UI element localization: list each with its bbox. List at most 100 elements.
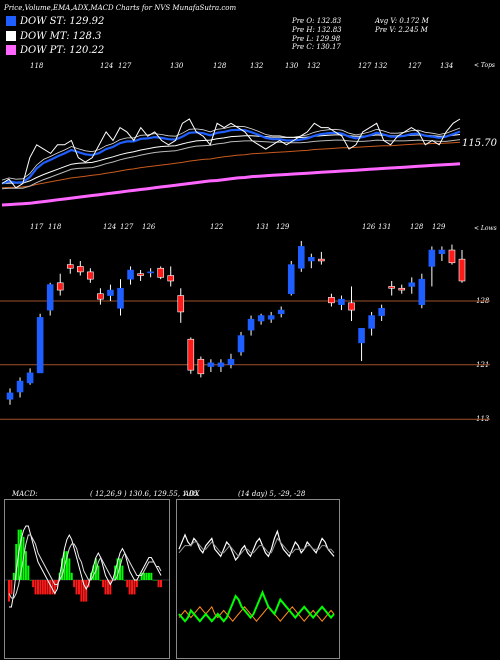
macd-hist-15	[44, 580, 47, 595]
legend-label-mt: DOW MT: 128.3	[20, 30, 102, 42]
price-chart	[0, 118, 490, 420]
macd-hist-17	[49, 580, 52, 595]
candle-body-3	[36, 317, 44, 374]
quote-pre-volume: Pre V: 2.245 M	[375, 26, 428, 34]
macd-hist-26	[70, 572, 73, 580]
macd-hist-42	[109, 580, 112, 595]
candle-body-32	[328, 297, 335, 304]
candle-body-1	[16, 380, 24, 393]
candle-body-37	[378, 307, 385, 316]
macd-hist-1	[10, 580, 13, 595]
candle-body-8	[87, 271, 94, 280]
macd-hist-19	[53, 580, 56, 595]
ema-short-upper-line	[1, 125, 461, 181]
macd-hist-8	[27, 565, 30, 580]
low-label-0: 117	[30, 223, 44, 231]
macd-panel	[4, 499, 170, 659]
macd-line	[9, 525, 162, 608]
candle-body-41	[418, 278, 426, 305]
macd-hist-13	[39, 580, 42, 595]
low-label-7: 129	[276, 223, 290, 231]
top-label-7: 132	[307, 62, 321, 70]
candle-body-23	[237, 335, 245, 353]
low-label-6: 131	[256, 223, 270, 231]
candle-body-5	[56, 282, 64, 291]
macd-hist-18	[51, 580, 54, 595]
low-label-9: 131	[378, 223, 392, 231]
low-label-10: 128	[410, 223, 424, 231]
top-label-2: 127	[118, 62, 132, 70]
top-label-1: 124	[100, 62, 114, 70]
macd-hist-32	[85, 580, 88, 602]
candle-body-2	[26, 372, 34, 384]
macd-hist-48	[123, 580, 126, 581]
candle-body-35	[358, 327, 365, 344]
low-label-11: 129	[432, 223, 446, 231]
macd-hist-28	[75, 580, 78, 595]
candle-body-27	[277, 309, 285, 315]
candle-body-43	[438, 249, 446, 254]
macd-hist-54	[138, 580, 141, 581]
macd-hist-5	[20, 529, 23, 580]
low-label-5: 122	[210, 223, 224, 231]
macd-hist-36	[94, 558, 97, 580]
top-label-4: 128	[213, 62, 227, 70]
macd-hist-59	[150, 572, 153, 580]
macd-hist-47	[121, 565, 124, 580]
macd-hist-58	[147, 572, 150, 580]
top-label-3: 130	[170, 62, 184, 70]
candle-body-14	[147, 271, 154, 274]
candle-body-22	[227, 358, 235, 365]
legend-dow-mt: DOW MT: 128.3	[6, 29, 101, 43]
candle-body-18	[187, 338, 195, 371]
top-label-9: 132	[374, 62, 388, 70]
signal-line	[8, 534, 162, 599]
candle-body-4	[46, 284, 54, 311]
low-label-1: 118	[48, 223, 62, 231]
di-minus-line	[178, 605, 335, 622]
adx-label: ADX	[184, 490, 200, 498]
legend-dow-pt: DOW PT: 120.22	[6, 43, 104, 57]
macd-hist-14	[41, 580, 44, 595]
macd-hist-51	[131, 580, 134, 595]
candle-body-28	[287, 264, 295, 295]
candle-body-45	[458, 258, 466, 282]
candle-body-25	[257, 315, 265, 322]
legend-label-pt: DOW PT: 120.22	[20, 44, 105, 56]
candle-body-20	[207, 362, 215, 367]
candle-body-9	[97, 293, 104, 300]
candle-body-29	[297, 246, 305, 269]
candle-body-21	[217, 362, 225, 367]
candle-body-40	[408, 282, 416, 287]
candle-body-34	[348, 302, 355, 311]
macd-hist-60	[152, 580, 155, 581]
low-label-4: 126	[142, 223, 156, 231]
candle-body-24	[247, 318, 255, 331]
adx-smooth-line	[178, 537, 335, 558]
candle-body-7	[77, 266, 84, 273]
candle-body-12	[127, 269, 134, 280]
macd-hist-37	[97, 565, 100, 580]
macd-hist-45	[116, 558, 119, 580]
candle-body-31	[318, 258, 325, 262]
lows-axis-label: < Lows	[474, 225, 497, 232]
ema-short-line	[1, 128, 461, 185]
di-plus-line	[178, 589, 335, 623]
candle-body-16	[167, 275, 175, 282]
macd-hist-35	[92, 565, 95, 580]
macd-hist-39	[102, 580, 105, 588]
macd-hist-9	[29, 580, 32, 581]
macd-chart	[5, 525, 169, 608]
macd-hist-27	[73, 580, 76, 588]
top-label-10: 127	[408, 62, 422, 70]
candle-body-11	[117, 287, 124, 309]
macd-hist-30	[80, 580, 83, 602]
macd-hist-63	[160, 580, 162, 588]
legend-swatch-pt	[6, 45, 16, 55]
legend-swatch-st	[6, 16, 16, 26]
quote-high: Pre H: 132.83	[292, 26, 342, 34]
legend-label-st: DOW ST: 129.92	[20, 15, 105, 27]
last-ema-value: 115.70	[462, 138, 497, 149]
ema-long-line	[1, 141, 461, 189]
